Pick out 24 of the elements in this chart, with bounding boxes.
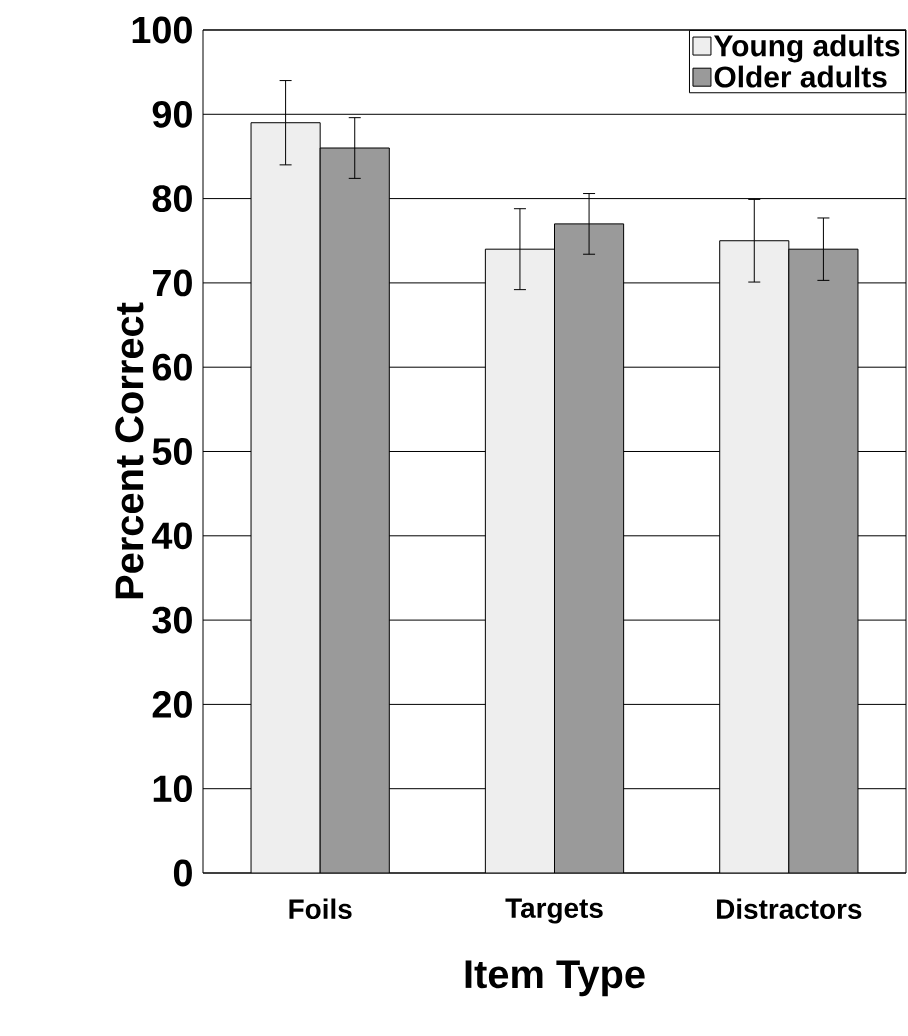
legend-label: Older adults xyxy=(714,65,887,88)
y-tick-label: 80 xyxy=(152,185,192,212)
y-axis-title: Percent Correct xyxy=(115,302,144,599)
y-tick-label: 10 xyxy=(153,775,192,803)
bar xyxy=(484,248,555,873)
y-tick-label: 0 xyxy=(173,859,192,887)
bar xyxy=(319,147,390,873)
y-tick-label: 90 xyxy=(152,100,192,128)
legend-label: Young adults xyxy=(713,34,900,63)
y-tick-label: 100 xyxy=(132,16,192,44)
y-tick-label: 30 xyxy=(152,606,192,634)
bar xyxy=(554,223,625,873)
y-tick-label: 60 xyxy=(152,353,192,381)
y-tick-label: 40 xyxy=(151,522,192,550)
bar xyxy=(788,248,859,873)
x-tick-label: Distractors xyxy=(717,898,862,919)
x-tick-label: Foils xyxy=(289,898,352,919)
y-tick-label: 20 xyxy=(152,690,192,718)
y-tick-label: 70 xyxy=(153,269,192,297)
x-tick-label: Targets xyxy=(505,898,603,924)
bar xyxy=(719,240,790,873)
x-axis-title: Item Type xyxy=(465,960,645,997)
bar xyxy=(250,122,321,873)
y-tick-label: 50 xyxy=(152,438,192,465)
